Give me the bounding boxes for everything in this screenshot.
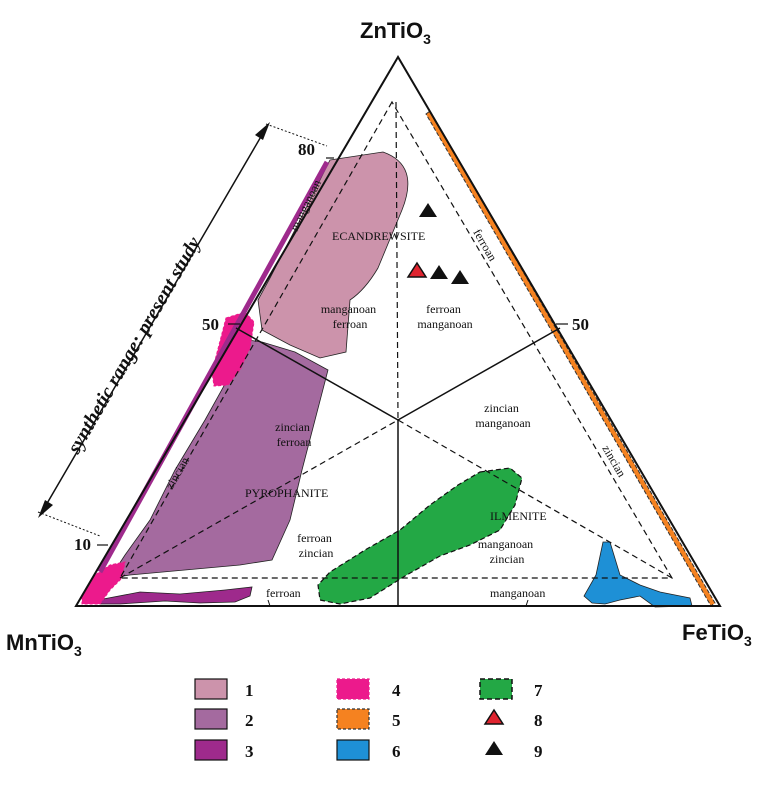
legend-label-3: 3 — [245, 742, 254, 761]
legend-label-7: 7 — [534, 681, 543, 700]
vertex-right-label: FeTiO3 — [682, 620, 752, 649]
tick-bottom-1 — [267, 599, 271, 607]
label-ferroan-manganoan: ferroan manganoan — [417, 302, 472, 331]
label-ferroan-zincian: ferroan zincian — [297, 531, 335, 560]
dashed-median-left — [119, 419, 399, 579]
label-pyrophanite: PYROPHANITE — [245, 486, 328, 500]
label-manganoan-zincian: manganoan zincian — [478, 537, 536, 566]
legend-swatch-8-red-triangle-icon — [483, 708, 505, 725]
tick-label-right-50: 50 — [572, 315, 589, 334]
dashed-median-top — [395, 101, 399, 421]
region-5-orange-edge-band — [425, 110, 716, 607]
label-zincian-ferroan: zincian ferroan — [275, 420, 313, 449]
solid-division-left — [235, 327, 399, 421]
marker-8-red-triangle — [406, 261, 428, 278]
region-7-ilmenite-field — [317, 467, 523, 605]
legend-swatch-2 — [194, 708, 228, 730]
synthetic-range-leader-top — [265, 123, 328, 147]
legend-label-8: 8 — [534, 711, 543, 730]
legend-swatch-4 — [336, 678, 370, 700]
legend: 1 2 3 4 5 6 7 8 9 — [194, 678, 543, 761]
arrowhead-bottom — [38, 500, 53, 518]
tick-bottom-2 — [525, 599, 529, 607]
tick-label-left-80: 80 — [298, 140, 315, 159]
synthetic-purple-line — [97, 160, 330, 574]
legend-swatch-5 — [336, 708, 370, 730]
label-ferroan-bottom: ferroan — [266, 586, 301, 600]
region-2-pyrophanite-field — [109, 339, 329, 579]
tick-label-left-50: 50 — [202, 315, 219, 334]
synthetic-range-leader-bottom — [37, 511, 101, 537]
dashed-median-right — [397, 419, 673, 579]
legend-label-6: 6 — [392, 742, 401, 761]
marker-9-black-triangle — [430, 265, 448, 279]
region-4-synthetic-dashed-top — [211, 311, 255, 387]
legend-swatch-9-black-triangle-icon — [485, 741, 503, 755]
label-manganoan-bottom: manganoan — [490, 586, 545, 600]
vertex-left-label: MnTiO3 — [6, 630, 82, 659]
legend-swatch-6 — [336, 739, 370, 761]
region-3-bottom-field — [97, 586, 253, 605]
legend-swatch-7 — [479, 678, 513, 700]
marker-9-black-triangle — [451, 270, 469, 284]
region-6-blue-field — [583, 541, 693, 608]
legend-label-5: 5 — [392, 711, 401, 730]
legend-label-1: 1 — [245, 681, 254, 700]
legend-label-2: 2 — [245, 711, 254, 730]
marker-9-black-triangle — [419, 203, 437, 217]
legend-swatch-3 — [194, 739, 228, 761]
region-4-synthetic-dashed-bottom — [81, 561, 126, 605]
arrowhead-top — [255, 122, 270, 140]
label-manganoan-ferroan: manganoan ferroan — [321, 302, 379, 331]
region-1-ecandrewsite-field — [257, 151, 409, 359]
legend-label-9: 9 — [534, 742, 543, 761]
label-zincian-manganoan: zincian manganoan — [475, 401, 530, 430]
label-ilmenite: ILMENITE — [490, 509, 547, 523]
label-ecandrewsite: ECANDREWSITE — [332, 229, 425, 243]
vertex-top-label: ZnTiO3 — [360, 18, 431, 47]
legend-swatch-1 — [194, 678, 228, 700]
tick-label-left-10: 10 — [74, 535, 91, 554]
synthetic-range-arrow — [41, 127, 267, 513]
solid-division-right — [397, 327, 561, 421]
legend-label-4: 4 — [392, 681, 401, 700]
